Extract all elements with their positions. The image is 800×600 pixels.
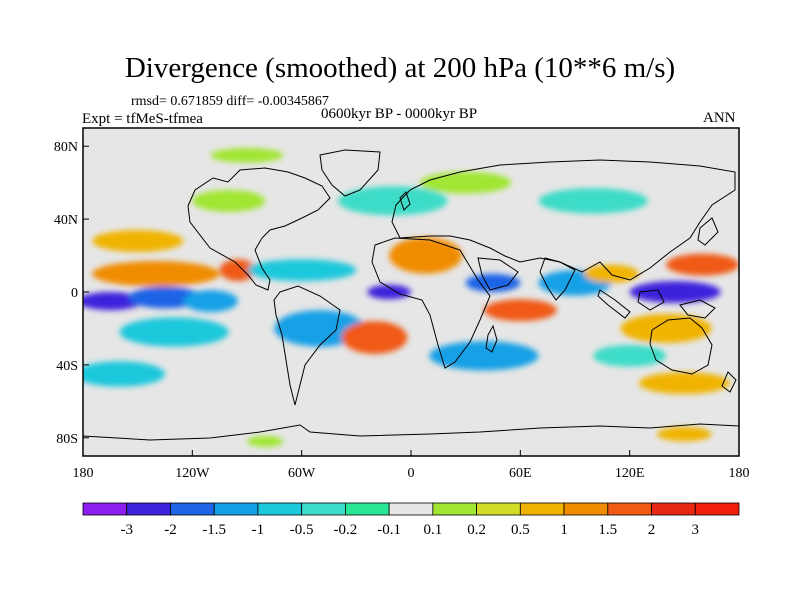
lon-tick-label: 120W bbox=[175, 466, 210, 481]
field-blob-21 bbox=[538, 188, 648, 214]
coastlines bbox=[83, 149, 739, 441]
lat-tick-label: 40S bbox=[56, 359, 78, 374]
lon-tick-label: 180 bbox=[729, 466, 750, 481]
colorbar-swatch-12 bbox=[607, 502, 652, 516]
plot-title: Divergence (smoothed) at 200 hPa (10**6 … bbox=[124, 52, 676, 84]
coastline-south-america bbox=[273, 285, 341, 406]
field-blob-6 bbox=[92, 230, 184, 252]
coastline-australia bbox=[649, 317, 713, 375]
lon-tick-label: 120E bbox=[615, 466, 645, 481]
colorbar-swatch-1 bbox=[126, 502, 171, 516]
colorbar-swatch-9 bbox=[476, 502, 521, 516]
lat-tick-label: 80N bbox=[54, 140, 78, 155]
field-blob-19 bbox=[429, 341, 539, 371]
stats-label: rmsd= 0.671859 diff= -0.00345867 bbox=[131, 94, 329, 109]
colorbar-swatch-2 bbox=[170, 502, 215, 516]
coastline-greenland bbox=[319, 149, 381, 197]
latitude-axis: 80N 40N 0 40S 80S bbox=[54, 140, 89, 447]
colorbar-label: 2 bbox=[648, 522, 656, 538]
colorbar-swatch-5 bbox=[301, 502, 346, 516]
field-blob-26 bbox=[593, 344, 667, 367]
field-blob-23 bbox=[420, 171, 512, 194]
field-blob-7 bbox=[246, 259, 357, 282]
colorbar-label: -1 bbox=[252, 522, 265, 538]
coastline-india bbox=[539, 257, 576, 301]
coastline-new-guinea bbox=[679, 299, 716, 319]
field-blob-18 bbox=[620, 313, 712, 344]
season-label: ANN bbox=[703, 110, 736, 126]
colorbar-label: 1.5 bbox=[598, 522, 617, 538]
field-blob-10 bbox=[367, 284, 411, 300]
colorbar-label: -0.5 bbox=[290, 522, 314, 538]
colorbar-swatch-8 bbox=[432, 502, 478, 516]
lon-tick-label: 0 bbox=[408, 466, 415, 481]
period-label: 0600kyr BP - 0000kyr BP bbox=[321, 106, 478, 122]
field-blob-16 bbox=[666, 253, 739, 276]
field-blob-24 bbox=[83, 361, 165, 387]
experiment-label: Expt = tfMeS-tfmea bbox=[82, 111, 203, 127]
coastline-antarctica bbox=[83, 423, 739, 441]
field-blob-2 bbox=[183, 290, 238, 313]
colorbar-label: -0.1 bbox=[377, 522, 401, 538]
field-blob-12 bbox=[465, 273, 521, 292]
colorbar-swatch-7 bbox=[388, 502, 434, 516]
field-blob-4 bbox=[219, 259, 257, 282]
field-blob-28 bbox=[657, 426, 712, 442]
colorbar-swatch-3 bbox=[213, 502, 259, 516]
coastline-africa bbox=[371, 237, 491, 369]
coastline-borneo bbox=[637, 289, 665, 311]
colorbar-label: 3 bbox=[692, 522, 700, 538]
lon-tick-label: 60E bbox=[509, 466, 532, 481]
colorbar-swatch-11 bbox=[563, 502, 609, 516]
lat-tick-label: 40N bbox=[54, 213, 78, 228]
field-blob-20 bbox=[338, 186, 448, 216]
field-blob-25 bbox=[638, 372, 730, 395]
field-blob-13 bbox=[483, 299, 557, 322]
colorbar-label: 1 bbox=[560, 522, 568, 538]
field-blob-29 bbox=[247, 435, 284, 447]
field-blob-15 bbox=[629, 281, 721, 303]
lat-tick-label: 0 bbox=[71, 286, 78, 301]
colorbar-label: 0.5 bbox=[511, 522, 530, 538]
colorbar-label: -0.2 bbox=[334, 522, 358, 538]
colorbar: -3 -2 -1.5 -1 -0.5 -0.2 -0.1 0.1 0.2 0.5 1 1.5 2 3 bbox=[82, 502, 740, 538]
colorbar-label: -1.5 bbox=[202, 522, 226, 538]
lat-tick-label: 80S bbox=[56, 432, 78, 447]
colorbar-swatch-10 bbox=[519, 502, 565, 516]
field-blob-0 bbox=[83, 292, 144, 311]
colorbar-swatch-13 bbox=[651, 502, 696, 516]
colorbar-swatch-0 bbox=[82, 502, 128, 516]
divergence-field bbox=[83, 148, 739, 447]
colorbar-label: 0.1 bbox=[423, 522, 442, 538]
field-blob-9 bbox=[341, 321, 408, 354]
coastline-sumatra bbox=[597, 289, 631, 319]
field-blob-5 bbox=[119, 317, 229, 347]
coastline-north-america bbox=[187, 167, 331, 291]
field-blob-27 bbox=[210, 148, 284, 163]
map-panel bbox=[83, 128, 739, 456]
colorbar-label: -2 bbox=[164, 522, 177, 538]
coastline-madagascar bbox=[485, 324, 498, 353]
lon-tick-label: 180 bbox=[73, 466, 94, 481]
coastline-british-isles bbox=[399, 191, 411, 211]
coastline-new-zealand bbox=[721, 371, 737, 393]
colorbar-swatch-4 bbox=[257, 502, 303, 516]
colorbar-label: -3 bbox=[120, 522, 133, 538]
longitude-axis: 180 120W 60W 0 60E 120E 180 bbox=[73, 450, 750, 481]
coastline-japan bbox=[697, 217, 719, 246]
coastline-arabia bbox=[477, 257, 519, 291]
colorbar-label: 0.2 bbox=[467, 522, 486, 538]
field-blob-3 bbox=[92, 261, 220, 287]
field-blob-22 bbox=[192, 189, 266, 212]
lon-tick-label: 60W bbox=[288, 466, 316, 481]
field-blob-11 bbox=[389, 237, 463, 274]
coastline-eurasia bbox=[391, 159, 736, 281]
field-blob-1 bbox=[128, 286, 202, 309]
colorbar-swatch-6 bbox=[344, 502, 390, 516]
colorbar-swatch-14 bbox=[694, 502, 740, 516]
